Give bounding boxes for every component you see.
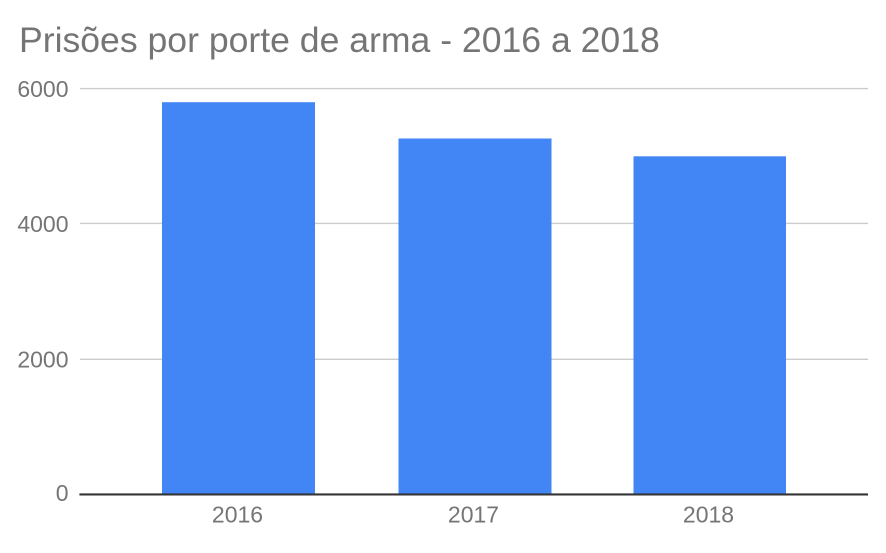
- svg-text:6000: 6000: [17, 76, 68, 102]
- svg-text:2017: 2017: [448, 502, 499, 528]
- svg-text:2016: 2016: [212, 502, 263, 528]
- svg-text:0: 0: [56, 480, 69, 506]
- svg-text:4000: 4000: [17, 211, 68, 237]
- svg-text:Prisões por porte de arma - 20: Prisões por porte de arma - 2016 a 2018: [19, 20, 660, 60]
- svg-text:2000: 2000: [17, 347, 68, 373]
- svg-text:2018: 2018: [683, 502, 734, 528]
